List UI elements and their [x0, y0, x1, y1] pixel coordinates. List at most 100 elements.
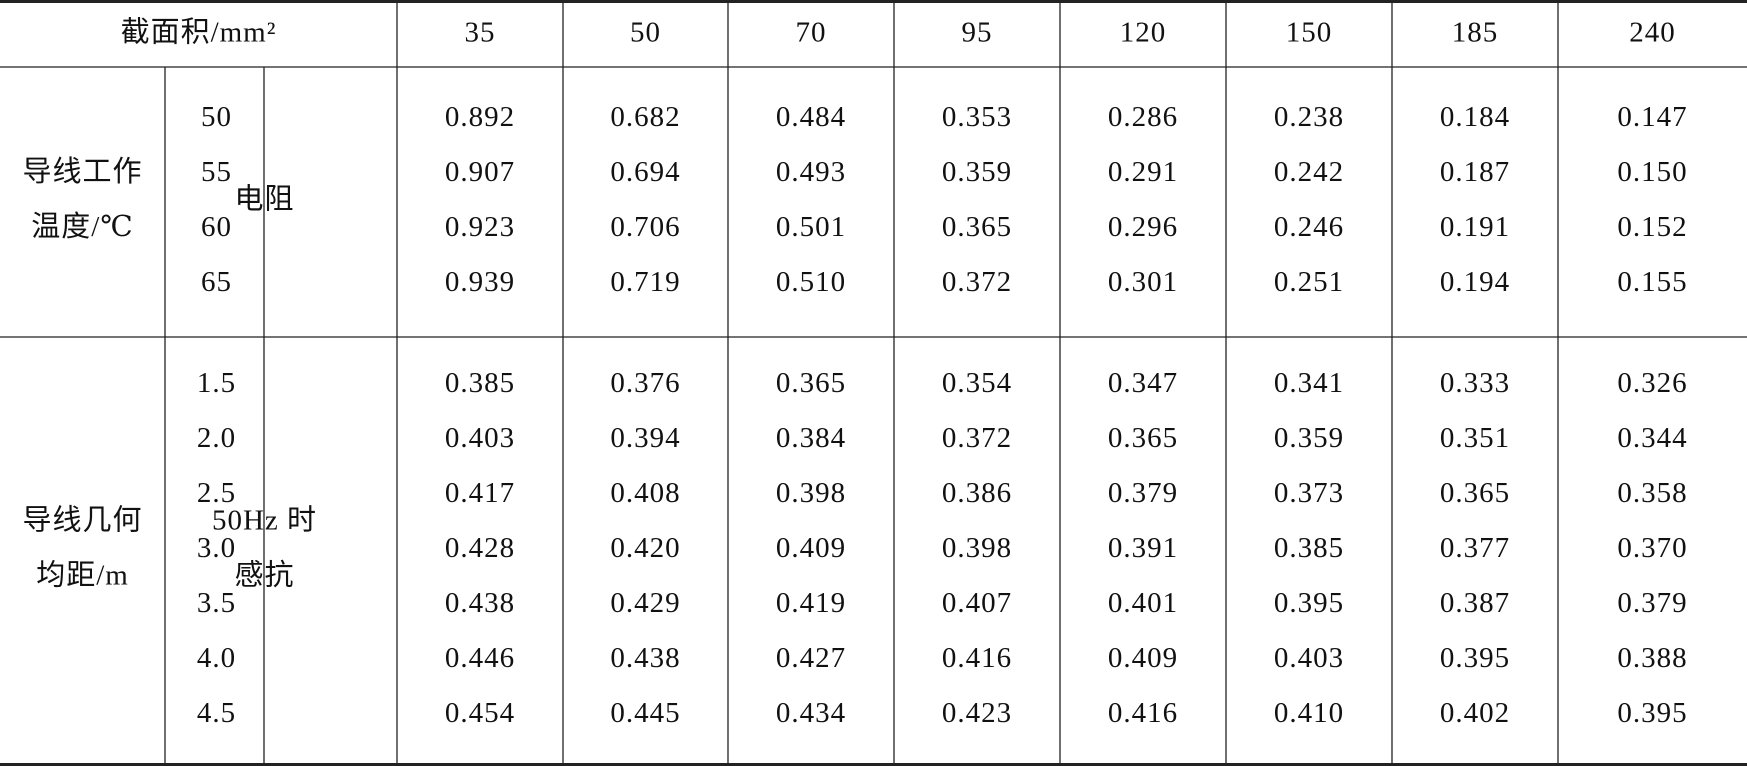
value-cell: 0.370	[1617, 532, 1687, 564]
value-cell: 0.892	[445, 101, 515, 133]
value-cell: 0.395	[1440, 642, 1510, 674]
value-cell: 0.388	[1617, 642, 1687, 674]
value-cell: 0.347	[1108, 367, 1178, 399]
value-cell: 0.409	[1108, 642, 1178, 674]
value-cell: 0.454	[445, 697, 515, 729]
value-cell: 0.184	[1440, 101, 1510, 133]
value-cell: 0.351	[1440, 422, 1510, 454]
header-label: 截面积/mm²	[121, 16, 277, 49]
value-cell: 0.365	[942, 211, 1012, 243]
value-cell: 0.394	[610, 422, 680, 454]
row-key: 4.5	[197, 697, 236, 729]
value-cell: 0.251	[1274, 266, 1344, 298]
value-cell: 0.286	[1108, 101, 1178, 133]
value-cell: 0.939	[445, 266, 515, 298]
value-cell: 0.385	[1274, 532, 1344, 564]
header-cell: 50	[630, 17, 661, 49]
row-key: 2.0	[197, 422, 236, 454]
value-cell: 0.333	[1440, 367, 1510, 399]
value-cell: 0.694	[610, 156, 680, 188]
value-cell: 0.402	[1440, 697, 1510, 729]
value-cell: 0.296	[1108, 211, 1178, 243]
value-cell: 0.446	[445, 642, 515, 674]
value-cell: 0.398	[776, 477, 846, 509]
header-cell: 185	[1452, 17, 1499, 49]
value-cell: 0.385	[445, 367, 515, 399]
value-cell: 0.445	[610, 697, 680, 729]
value-cell: 0.438	[445, 587, 515, 619]
value-cell: 0.379	[1108, 477, 1178, 509]
value-cell: 0.194	[1440, 266, 1510, 298]
value-cell: 0.493	[776, 156, 846, 188]
value-cell: 0.408	[610, 477, 680, 509]
value-cell: 0.907	[445, 156, 515, 188]
row-key: 50	[201, 101, 232, 133]
header-cell: 120	[1120, 17, 1167, 49]
value-cell: 0.401	[1108, 587, 1178, 619]
value-cell: 0.344	[1617, 422, 1687, 454]
value-cell: 0.187	[1440, 156, 1510, 188]
value-cell: 0.150	[1617, 156, 1687, 188]
value-cell: 0.434	[776, 697, 846, 729]
row-key: 3.0	[197, 532, 236, 564]
value-cell: 0.152	[1617, 211, 1687, 243]
value-cell: 0.341	[1274, 367, 1344, 399]
row-key: 60	[201, 211, 232, 243]
value-cell: 0.291	[1108, 156, 1178, 188]
value-cell: 0.372	[942, 266, 1012, 298]
value-cell: 0.409	[776, 532, 846, 564]
value-cell: 0.403	[445, 422, 515, 454]
group-label: 导线几何	[22, 504, 142, 537]
value-cell: 0.423	[942, 697, 1012, 729]
value-cell: 0.191	[1440, 211, 1510, 243]
value-cell: 0.682	[610, 101, 680, 133]
value-cell: 0.484	[776, 101, 846, 133]
value-cell: 0.706	[610, 211, 680, 243]
value-cell: 0.386	[942, 477, 1012, 509]
value-cell: 0.429	[610, 587, 680, 619]
value-cell: 0.501	[776, 211, 846, 243]
row-key: 3.5	[197, 587, 236, 619]
value-cell: 0.365	[1108, 422, 1178, 454]
value-cell: 0.326	[1617, 367, 1687, 399]
value-cell: 0.372	[942, 422, 1012, 454]
row-key: 65	[201, 266, 232, 298]
value-cell: 0.246	[1274, 211, 1344, 243]
value-cell: 0.391	[1108, 532, 1178, 564]
value-cell: 0.359	[942, 156, 1012, 188]
value-cell: 0.419	[776, 587, 846, 619]
row-key: 2.5	[197, 477, 236, 509]
value-cell: 0.416	[1108, 697, 1178, 729]
value-cell: 0.438	[610, 642, 680, 674]
row-key: 55	[201, 156, 232, 188]
value-cell: 0.242	[1274, 156, 1344, 188]
group-label: 温度/℃	[31, 210, 134, 243]
value-cell: 0.410	[1274, 697, 1344, 729]
header-cell: 95	[962, 17, 993, 49]
value-cell: 0.395	[1617, 697, 1687, 729]
value-cell: 0.407	[942, 587, 1012, 619]
value-cell: 0.923	[445, 211, 515, 243]
value-cell: 0.155	[1617, 266, 1687, 298]
value-cell: 0.416	[942, 642, 1012, 674]
row-key: 1.5	[197, 367, 236, 399]
value-cell: 0.420	[610, 532, 680, 564]
value-cell: 0.384	[776, 422, 846, 454]
value-cell: 0.365	[776, 367, 846, 399]
value-cell: 0.147	[1617, 101, 1687, 133]
row-key: 4.0	[197, 642, 236, 674]
value-cell: 0.403	[1274, 642, 1344, 674]
value-cell: 0.510	[776, 266, 846, 298]
group-label: 均距/m	[36, 559, 129, 592]
header-cell: 70	[796, 17, 827, 49]
value-cell: 0.377	[1440, 532, 1510, 564]
value-cell: 0.395	[1274, 587, 1344, 619]
value-cell: 0.387	[1440, 587, 1510, 619]
header-cell: 35	[465, 17, 496, 49]
value-cell: 0.353	[942, 101, 1012, 133]
value-cell: 0.365	[1440, 477, 1510, 509]
value-cell: 0.354	[942, 367, 1012, 399]
group-label: 导线工作	[22, 155, 142, 188]
header-cell: 150	[1286, 17, 1333, 49]
